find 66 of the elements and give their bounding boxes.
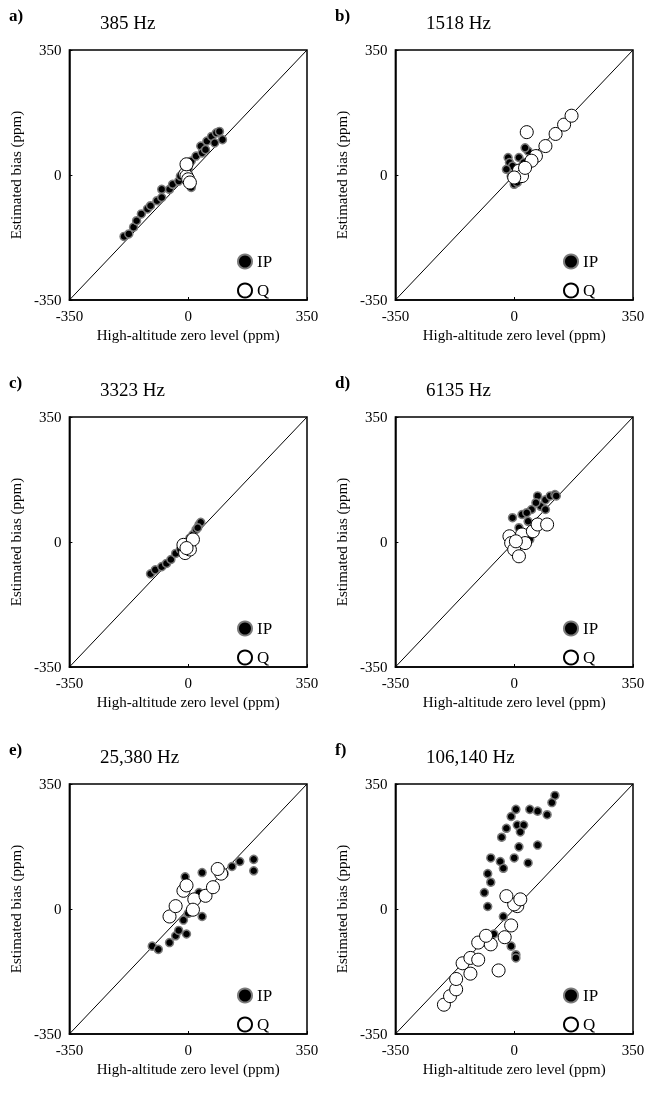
x-tick-label: 350 bbox=[621, 1041, 645, 1058]
y-axis-title: Estimated bias (ppm) bbox=[7, 110, 25, 240]
x-tick-label: 0 bbox=[510, 674, 518, 691]
legend-label: Q bbox=[583, 1015, 596, 1034]
x-tick-label: 0 bbox=[184, 1041, 192, 1058]
text: f) bbox=[335, 740, 347, 759]
y-tick-label: 350 bbox=[38, 776, 62, 792]
legend-label: Q bbox=[583, 281, 596, 300]
legend-label: Q bbox=[257, 1015, 270, 1034]
x-tick-label: 0 bbox=[510, 1041, 518, 1058]
legend-label: IP bbox=[257, 619, 273, 638]
y-tick-label: 0 bbox=[53, 167, 62, 183]
y-tick-label: 0 bbox=[379, 167, 388, 183]
x-axis-title: High-altitude zero level (ppm) bbox=[422, 694, 606, 712]
text: c) bbox=[9, 373, 23, 392]
y-tick-label: -350 bbox=[33, 659, 62, 675]
text: d) bbox=[335, 373, 351, 392]
y-tick-label: 350 bbox=[38, 42, 62, 58]
legend-label: IP bbox=[257, 986, 273, 1005]
x-axis-title: High-altitude zero level (ppm) bbox=[422, 1061, 606, 1079]
legend-label: IP bbox=[257, 252, 273, 271]
x-tick-label: 350 bbox=[295, 1041, 319, 1058]
text: b) bbox=[335, 6, 351, 25]
y-tick-label: 350 bbox=[38, 409, 62, 425]
chart-title: 25,380 Hz bbox=[100, 746, 180, 767]
x-tick-label: 0 bbox=[184, 674, 192, 691]
y-tick-label: 350 bbox=[364, 42, 388, 58]
text: a) bbox=[9, 6, 24, 25]
y-axis-title: Estimated bias (ppm) bbox=[7, 844, 25, 974]
legend-label: Q bbox=[257, 281, 270, 300]
y-tick-label: 0 bbox=[53, 534, 62, 550]
y-tick-label: -350 bbox=[33, 292, 62, 308]
legend-label: IP bbox=[583, 986, 599, 1005]
x-tick-label: 350 bbox=[621, 307, 645, 324]
x-axis-title: High-altitude zero level (ppm) bbox=[96, 694, 280, 712]
chart-title: 6135 Hz bbox=[426, 379, 491, 400]
y-tick-label: -350 bbox=[359, 659, 388, 675]
y-tick-label: -350 bbox=[33, 1026, 62, 1042]
legend-label: Q bbox=[583, 648, 596, 667]
x-axis-title: High-altitude zero level (ppm) bbox=[96, 1061, 280, 1079]
y-axis-title: Estimated bias (ppm) bbox=[333, 110, 351, 240]
x-axis-title: High-altitude zero level (ppm) bbox=[422, 327, 606, 345]
legend-label: IP bbox=[583, 619, 599, 638]
legend-label: Q bbox=[257, 648, 270, 667]
legend-label: IP bbox=[583, 252, 599, 271]
y-tick-label: 350 bbox=[364, 776, 388, 792]
chart-title: 3323 Hz bbox=[100, 379, 165, 400]
y-tick-label: -350 bbox=[359, 1026, 388, 1042]
y-axis-title: Estimated bias (ppm) bbox=[333, 477, 351, 607]
x-tick-label: 350 bbox=[295, 674, 319, 691]
y-axis-title: Estimated bias (ppm) bbox=[333, 844, 351, 974]
y-axis-title: Estimated bias (ppm) bbox=[7, 477, 25, 607]
text: e) bbox=[9, 740, 23, 759]
chart-title: 1518 Hz bbox=[426, 12, 491, 33]
chart-title: 106,140 Hz bbox=[426, 746, 515, 767]
x-tick-label: 350 bbox=[295, 307, 319, 324]
x-tick-label: 0 bbox=[510, 307, 518, 324]
x-tick-label: 350 bbox=[621, 674, 645, 691]
y-tick-label: 350 bbox=[364, 409, 388, 425]
chart-title: 385 Hz bbox=[100, 12, 156, 33]
y-tick-label: 0 bbox=[379, 534, 388, 550]
y-tick-label: 0 bbox=[379, 901, 388, 917]
y-tick-label: -350 bbox=[359, 292, 388, 308]
x-axis-title: High-altitude zero level (ppm) bbox=[96, 327, 280, 345]
x-tick-label: 0 bbox=[184, 307, 192, 324]
y-tick-label: 0 bbox=[53, 901, 62, 917]
